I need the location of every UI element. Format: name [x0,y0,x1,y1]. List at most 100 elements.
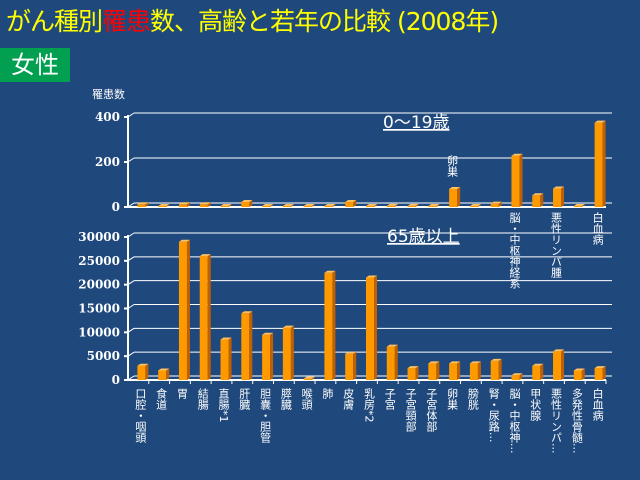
bar-side [270,332,274,380]
bar-top [594,120,606,123]
bar-side [436,361,440,380]
bar-side [270,204,274,207]
title-text-rest: 数、高齢と若年の比較 (2008年) [150,7,499,36]
bar-side [436,204,440,207]
bar-top [553,186,565,189]
bar [199,256,208,380]
bar-top [199,202,211,205]
bar-side [207,254,211,380]
bar-annotation: 白血病 [591,211,604,246]
bar-top [594,366,606,369]
bar-side [540,363,544,380]
bar-top [407,203,419,206]
bar [178,241,187,380]
title-text: がん種別 [6,7,103,36]
bar [324,206,333,207]
bar [407,368,416,380]
y-axis-label: 罹患数 [92,88,125,101]
bar-side [477,204,481,207]
bar [490,203,499,207]
x-tick-label: 悪性リンパ... [550,388,563,454]
bar-top [178,202,190,205]
bar [220,206,229,207]
bar-top [137,363,149,366]
bar [386,205,395,207]
bar-annotation: 卵巣 [446,155,459,178]
bar [137,365,146,380]
bar-top [407,366,419,369]
bar [449,189,458,207]
x-tick-label: 子宮体部 [425,388,438,432]
x-tick-label: 直腸*1 [217,387,230,423]
bar-top [449,187,461,189]
bar [532,365,541,380]
bar-side [394,344,398,380]
bar-side [353,351,357,380]
bar [262,334,271,380]
bar-top [469,204,481,206]
x-tick-label: 肺 [321,388,334,400]
bar-top [469,361,481,364]
bar-top [303,204,315,206]
bar [241,313,250,380]
bar [366,277,374,380]
bar-side [332,204,336,207]
x-tick-label: 多発性骨髄... [570,387,583,454]
bar [553,188,562,207]
bar [199,204,208,207]
x-tick-label: 白血病 [591,387,604,422]
bar-top [366,204,377,206]
bar-top [511,153,523,156]
bar-top [511,373,523,376]
y-tick-label: 25000 [78,254,120,268]
bar-top [241,311,253,314]
bar-top [324,204,336,206]
bar-top [428,204,440,206]
bar [511,375,520,380]
x-tick-label: 結腸 [196,387,209,411]
bar-side [561,186,565,207]
bar [158,206,167,207]
bar-top [137,202,149,205]
bar-top [532,363,544,366]
x-tick-label: 食道 [155,387,168,410]
bar-side [415,366,419,380]
bar-annotation: 悪性リンパ腫 [550,212,563,279]
bar-top [490,358,502,361]
bar-side [353,200,357,207]
bar [366,206,374,207]
x-tick-label: 腎・尿路... [487,388,500,443]
bar-side [249,311,253,380]
bar-side [311,204,315,207]
series-title-old: 65歳以上 [387,227,460,247]
bar [262,206,271,207]
bar [324,272,333,380]
y-tick-label: 30000 [78,230,120,244]
bar-top [262,332,274,335]
bar [469,206,478,207]
bar-side [145,363,149,380]
bar-top [449,361,461,364]
y-tick-label: 0 [112,373,120,387]
bar-top [386,203,398,206]
bar-side [207,202,211,207]
x-tick-label: 膵臓 [279,388,292,411]
bar-side [166,368,170,380]
bar [303,378,312,380]
bar-top [178,239,190,242]
bar [511,155,520,207]
bar [178,204,187,207]
bar-top [345,351,357,354]
bar [532,195,541,207]
bar-annotation: 脳・中枢神経系 [508,212,521,289]
bar-side [540,193,544,207]
bar-side [228,204,232,207]
bar [428,363,437,380]
bar [594,122,603,207]
bar [573,370,582,380]
bar-top [573,368,585,371]
bar-side [186,202,190,207]
bar-side [498,201,502,207]
bar-top [158,204,170,206]
